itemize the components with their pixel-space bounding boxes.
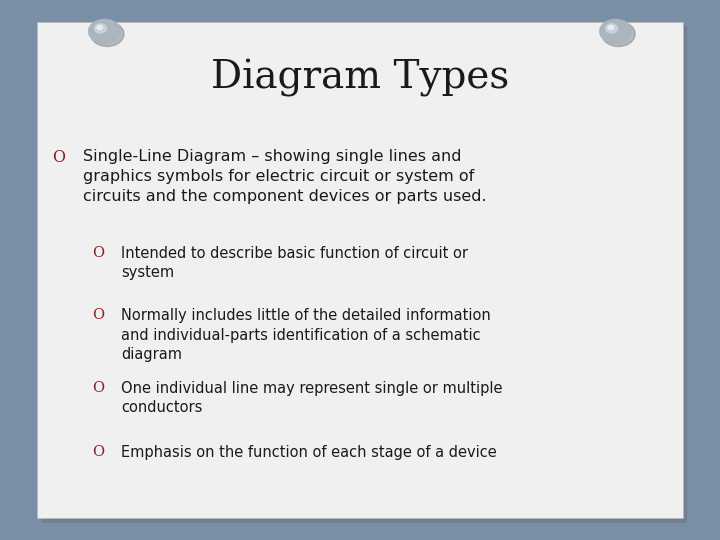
Text: One individual line may represent single or multiple
conductors: One individual line may represent single… xyxy=(121,381,503,415)
Text: Emphasis on the function of each stage of a device: Emphasis on the function of each stage o… xyxy=(121,446,497,461)
Text: Normally includes little of the detailed information
and individual-parts identi: Normally includes little of the detailed… xyxy=(121,308,491,362)
Text: Intended to describe basic function of circuit or
system: Intended to describe basic function of c… xyxy=(121,246,468,280)
Text: O: O xyxy=(92,246,104,260)
Circle shape xyxy=(606,24,618,33)
FancyBboxPatch shape xyxy=(37,22,683,518)
Circle shape xyxy=(602,22,635,46)
Text: Diagram Types: Diagram Types xyxy=(211,59,509,97)
Circle shape xyxy=(94,24,107,33)
Text: O: O xyxy=(92,446,104,460)
Circle shape xyxy=(608,25,613,30)
Circle shape xyxy=(89,19,120,43)
Text: O: O xyxy=(92,308,104,322)
Circle shape xyxy=(600,19,631,43)
Text: O: O xyxy=(92,381,104,395)
Text: O: O xyxy=(52,148,65,165)
Text: Single-Line Diagram – showing single lines and
graphics symbols for electric cir: Single-Line Diagram – showing single lin… xyxy=(83,148,487,204)
FancyBboxPatch shape xyxy=(42,26,687,523)
Circle shape xyxy=(91,22,124,46)
Circle shape xyxy=(96,25,102,30)
